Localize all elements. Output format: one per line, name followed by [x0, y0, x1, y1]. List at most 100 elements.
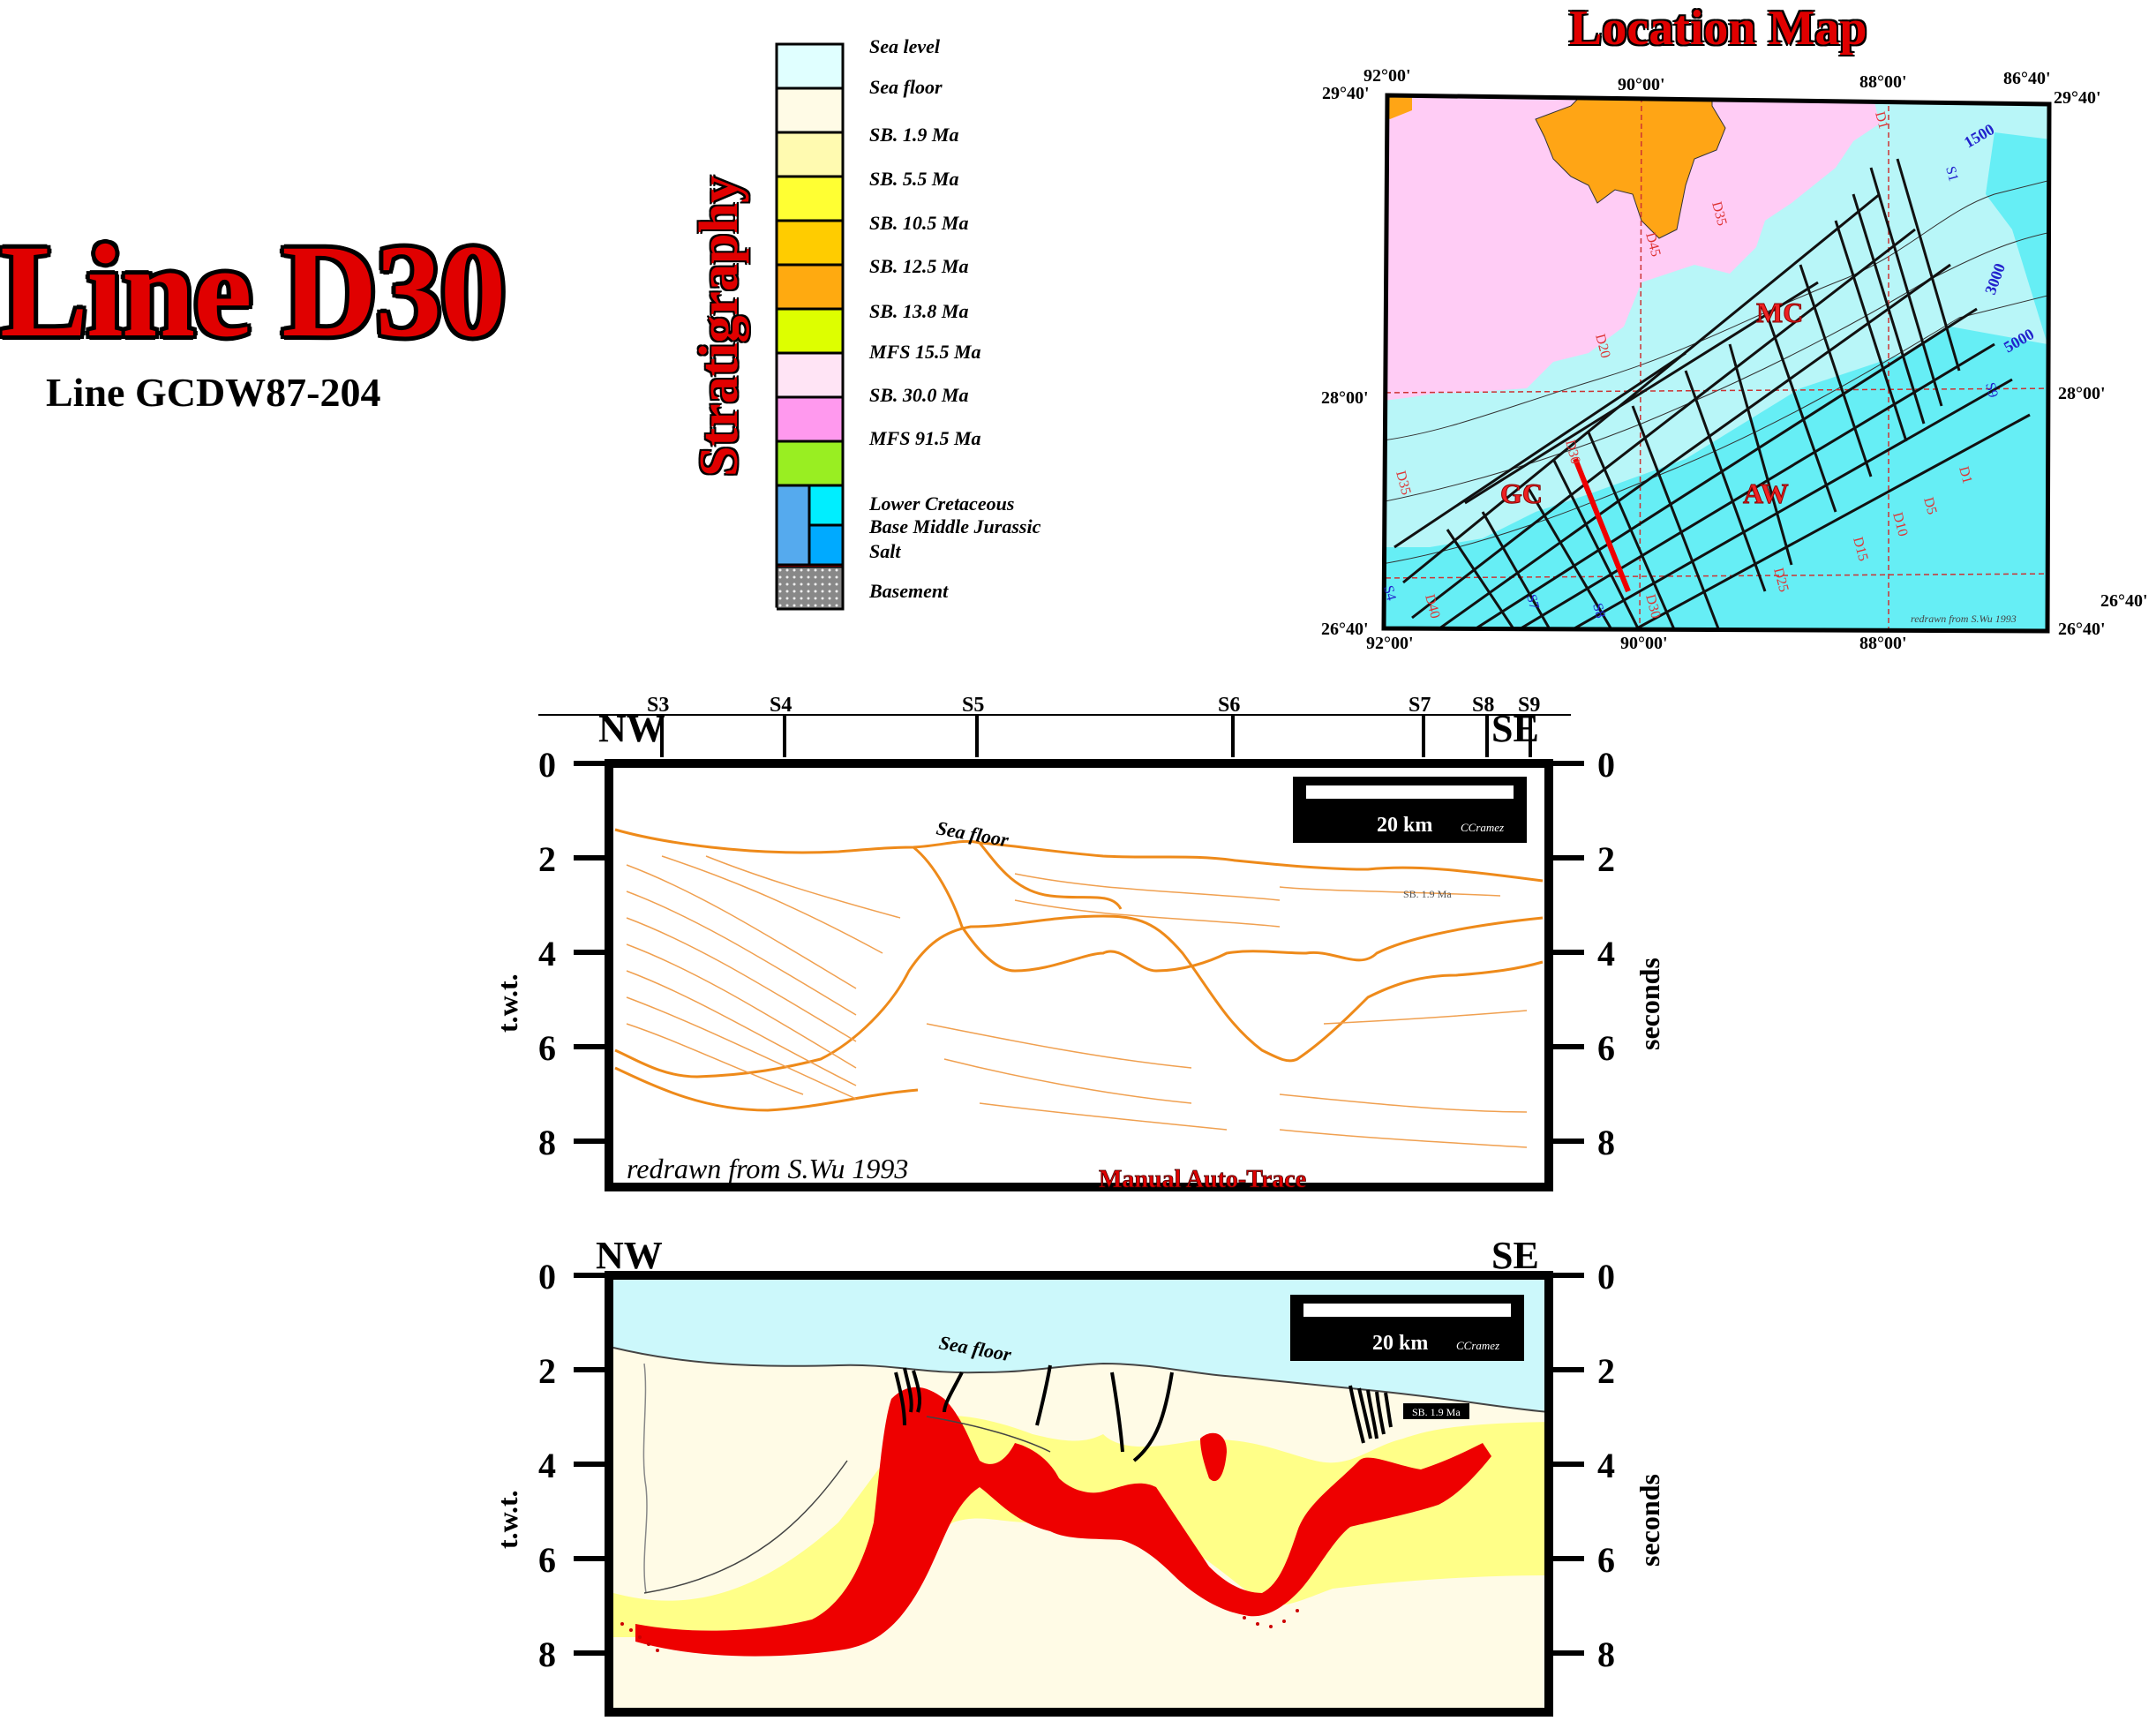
map-lon-label: 90°00' — [1618, 75, 1665, 94]
top-section-horizons — [614, 828, 1544, 1112]
map-line-label: S9 — [1982, 381, 2001, 400]
y-tick: 6 — [538, 1028, 556, 1068]
map-lon-label: 88°00' — [1859, 72, 1907, 92]
strat-label: Lower Cretaceous — [869, 492, 1015, 515]
map-line-label: S8 — [1589, 602, 1608, 620]
bottom-salt — [635, 1387, 1491, 1657]
strat-box-sb-5-5 — [775, 175, 845, 222]
shotpoint-label: S6 — [1218, 694, 1240, 717]
top-section-reflectors — [626, 855, 1528, 1148]
map-region-aw: AW — [1743, 477, 1789, 509]
method-label: Manual Auto-Trace — [1099, 1166, 1306, 1193]
y-tick: 4 — [538, 934, 556, 973]
strat-box-sb-12-5 — [775, 263, 845, 311]
strat-label: SB. 12.5 Ma — [869, 255, 969, 277]
map-dip-lines — [1446, 158, 1961, 631]
map-lat-label: 26°40' — [1321, 620, 1369, 639]
map-line-d30 — [1573, 457, 1631, 593]
page-title: Line D30 — [0, 218, 507, 364]
shotpoint-label: S5 — [962, 694, 984, 717]
y-tick: 6 — [1597, 1540, 1615, 1580]
strat-label: Salt — [869, 540, 901, 562]
map-line-label: D15 — [1850, 536, 1871, 563]
map-line-label: D30 — [1562, 439, 1583, 466]
map-line-label: D5 — [1920, 496, 1939, 516]
y-tick: 2 — [1597, 1351, 1615, 1391]
scale-bar-white — [1306, 785, 1514, 799]
scale-label: 20 km — [1372, 1332, 1428, 1355]
shotpoint-label: S3 — [647, 694, 669, 717]
map-line-label: D40 — [1422, 593, 1443, 620]
y-tick: 2 — [538, 839, 556, 879]
sb-label-box — [1403, 1403, 1469, 1419]
map-line-label: D1 — [1872, 110, 1890, 131]
map-lon-label: 92°00' — [1363, 66, 1411, 86]
strat-box-mfs-91-5 — [775, 440, 845, 487]
strat-label: MFS 91.5 Ma — [869, 427, 981, 449]
scale-label: 20 km — [1377, 814, 1432, 837]
strat-box-sea-floor — [775, 86, 845, 134]
y-tick: 4 — [538, 1446, 556, 1485]
strat-label: Sea level — [869, 35, 941, 57]
top-section: S3 S4 S5 S6 S7 S8 S9 NW SE 0 2 4 6 8 0 2… — [492, 694, 1665, 1193]
strat-label: SB. 30.0 Ma — [869, 384, 969, 406]
scale-author: CCramez — [1461, 821, 1504, 834]
map-line-label: D20 — [1592, 333, 1613, 360]
y-axis-label-left: t.w.t. — [492, 973, 523, 1033]
strat-box-sea-level — [775, 42, 845, 90]
stratigraphy-title: Stratigraphy — [689, 176, 749, 477]
nw-label: NW — [596, 1234, 663, 1277]
strat-box-sb-13-8 — [775, 307, 845, 355]
bottom-section-frame — [605, 1271, 1553, 1717]
strat-label: MFS 15.5 Ma — [869, 341, 981, 363]
bottom-salt-diapir — [1200, 1432, 1227, 1482]
map-line-label: D1 — [1956, 465, 1974, 485]
strat-box-base-middle-jurassic — [808, 523, 845, 567]
sb-label: SB. 1.9 Ma — [1412, 1406, 1461, 1418]
y-tick: 0 — [1597, 1257, 1615, 1296]
y-axis-label-right: seconds — [1634, 1474, 1665, 1567]
credit-label: redrawn from S.Wu 1993 — [627, 1153, 908, 1184]
y-tick: 0 — [538, 1257, 556, 1296]
strat-box-mfs-15-5 — [775, 351, 845, 399]
map-line-label: S7 — [1523, 593, 1542, 612]
scale-bar-white — [1303, 1304, 1511, 1317]
map-lon-label: 86°40' — [2003, 69, 2051, 88]
bottom-upper-fill — [644, 1364, 900, 1593]
shotpoint-label: S7 — [1409, 694, 1431, 717]
map-land — [1384, 95, 1880, 402]
strat-label: SB. 13.8 Ma — [869, 300, 969, 322]
y-tick: 2 — [1597, 839, 1615, 879]
bottom-faults — [894, 1364, 1393, 1462]
bottom-basement-dots — [620, 1609, 1299, 1652]
y-axis-label-left: t.w.t. — [492, 1490, 523, 1549]
location-map: MC GC AW 1500 3000 5000 redrawn from S.W… — [1380, 93, 2052, 634]
map-mississippi-delta — [1535, 95, 1726, 239]
map-region-gc: GC — [1500, 477, 1543, 509]
shotpoint-label: S9 — [1518, 694, 1540, 717]
map-lat-label: 26°40' — [2058, 620, 2106, 639]
map-line-label: D35 — [1709, 200, 1730, 228]
page-subtitle: Line GCDW87-204 — [46, 370, 381, 415]
map-line-label: S4 — [1380, 584, 1399, 603]
map-lat-label: 28°00' — [1321, 388, 1369, 408]
y-tick: 8 — [1597, 1635, 1615, 1674]
strat-label: SB. 5.5 Ma — [869, 168, 959, 190]
map-line-label: D45 — [1642, 231, 1664, 259]
se-label: SE — [1491, 707, 1539, 750]
map-credit: redrawn from S.Wu 1993 — [1911, 612, 2017, 625]
strat-box-sb-10-5 — [775, 219, 845, 267]
map-line-label: D35 — [1393, 470, 1414, 497]
strat-label: SB. 1.9 Ma — [869, 124, 959, 146]
strat-box-lower-cretaceous — [775, 484, 811, 567]
map-lat-label: 29°40' — [1322, 84, 1370, 103]
strat-box-basement — [777, 567, 845, 611]
strat-label: Base Middle Jurassic — [869, 515, 1041, 537]
map-lon-label: 92°00' — [1366, 634, 1414, 653]
scale-author: CCramez — [1456, 1339, 1499, 1352]
bottom-section: NW SE — [492, 1234, 1665, 1717]
y-tick: 4 — [1597, 934, 1615, 973]
shotpoint-label: S4 — [770, 694, 792, 717]
strat-box-sb-30 — [775, 395, 845, 443]
strat-label: Basement — [869, 580, 949, 602]
